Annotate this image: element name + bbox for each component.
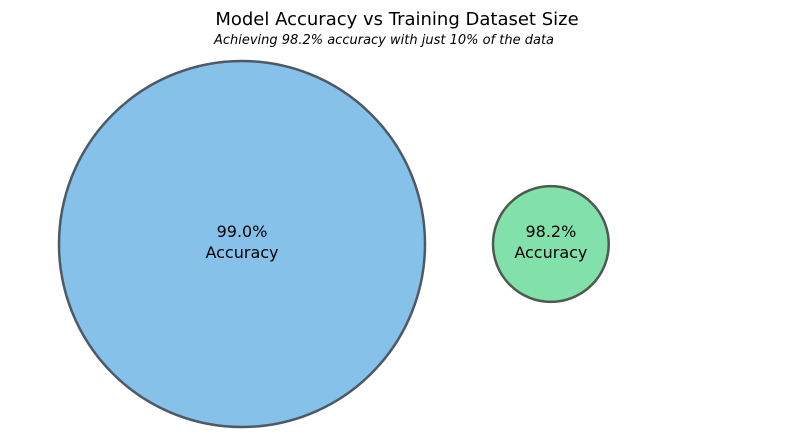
chart-title: Model Accuracy vs Training Dataset Size xyxy=(215,9,578,30)
bubble-1-value-label: 99.0% xyxy=(217,222,268,241)
bubble-1-metric-label: Accuracy xyxy=(205,243,278,262)
bubble-1 xyxy=(57,59,427,429)
bubble-2-metric-label: Accuracy xyxy=(514,243,587,262)
bubble-2-value-label: 98.2% xyxy=(525,222,576,241)
bubble-2 xyxy=(491,184,610,304)
chart-subtitle: Achieving 98.2% accuracy with just 10% o… xyxy=(213,33,554,48)
bubble-group: 99.0% Accuracy 98.2% Accuracy xyxy=(57,59,610,429)
